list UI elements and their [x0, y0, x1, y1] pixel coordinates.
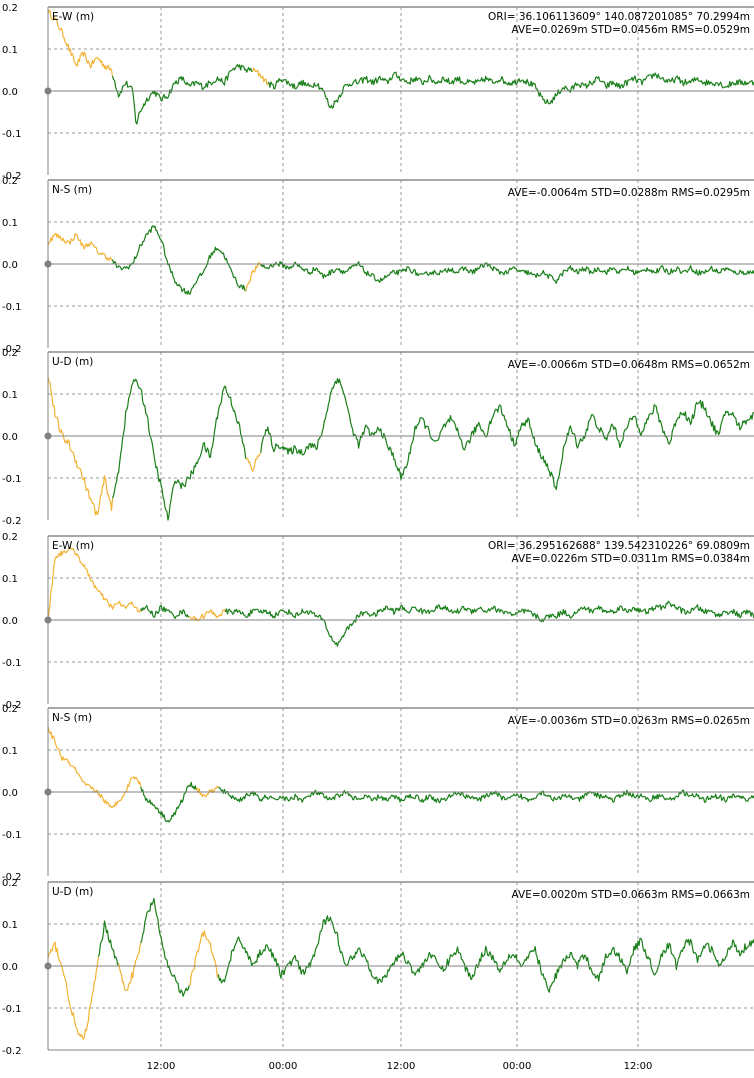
panel-label: E-W (m)	[52, 11, 94, 23]
y-tick-label: -0.1	[2, 474, 22, 485]
y-tick-label: -0.1	[2, 658, 22, 669]
statistics-text: AVE=-0.0036m STD=0.0263m RMS=0.0265m	[508, 715, 750, 727]
y-tick-label: 0.1	[2, 574, 18, 585]
y-tick-label: 0.2	[2, 3, 18, 14]
x-tick-label: 12:00	[147, 1061, 176, 1072]
y-tick-label: -0.2	[2, 1046, 22, 1057]
panel-label: U-D (m)	[52, 356, 93, 368]
panel-label: U-D (m)	[52, 886, 93, 898]
y-tick-label: 0.1	[2, 45, 18, 56]
statistics-text: AVE=0.0226m STD=0.0311m RMS=0.0384m	[512, 553, 751, 565]
y-tick-label: 0.0	[2, 87, 18, 98]
y-tick-label: 0.2	[2, 532, 18, 543]
y-tick-label: -0.1	[2, 129, 22, 140]
y-tick-label: -0.1	[2, 1004, 22, 1015]
origin-coordinates: ORI= 36.295162688° 139.542310226° 69.080…	[488, 540, 750, 552]
x-tick-label: 12:00	[387, 1061, 416, 1072]
origin-coordinates: ORI= 36.106113609° 140.087201085° 70.299…	[488, 11, 750, 23]
y-tick-label: 0.1	[2, 390, 18, 401]
statistics-text: AVE=0.0020m STD=0.0663m RMS=0.0663m	[512, 889, 751, 901]
y-tick-label: 0.1	[2, 746, 18, 757]
x-tick-label: 00:00	[503, 1061, 532, 1072]
y-tick-label: -0.1	[2, 830, 22, 841]
panel-label: N-S (m)	[52, 712, 92, 724]
y-tick-label: -0.2	[2, 516, 22, 527]
y-tick-label: 0.0	[2, 260, 18, 271]
y-tick-label: 0.0	[2, 616, 18, 627]
y-tick-label: 0.2	[2, 348, 18, 359]
y-tick-label: 0.2	[2, 878, 18, 889]
y-tick-label: 0.1	[2, 920, 18, 931]
panel-label: N-S (m)	[52, 184, 92, 196]
y-tick-label: 0.1	[2, 218, 18, 229]
y-tick-label: 0.2	[2, 176, 18, 187]
statistics-text: AVE=-0.0066m STD=0.0648m RMS=0.0652m	[508, 359, 750, 371]
statistics-text: AVE=0.0269m STD=0.0456m RMS=0.0529m	[512, 24, 751, 36]
y-tick-label: 0.0	[2, 962, 18, 973]
statistics-text: AVE=-0.0064m STD=0.0288m RMS=0.0295m	[508, 187, 750, 199]
y-tick-label: 0.2	[2, 704, 18, 715]
y-tick-label: 0.0	[2, 788, 18, 799]
panel-label: E-W (m)	[52, 540, 94, 552]
y-tick-label: -0.1	[2, 302, 22, 313]
x-tick-label: 12:00	[624, 1061, 653, 1072]
x-tick-label: 00:00	[269, 1061, 298, 1072]
y-tick-label: 0.0	[2, 432, 18, 443]
